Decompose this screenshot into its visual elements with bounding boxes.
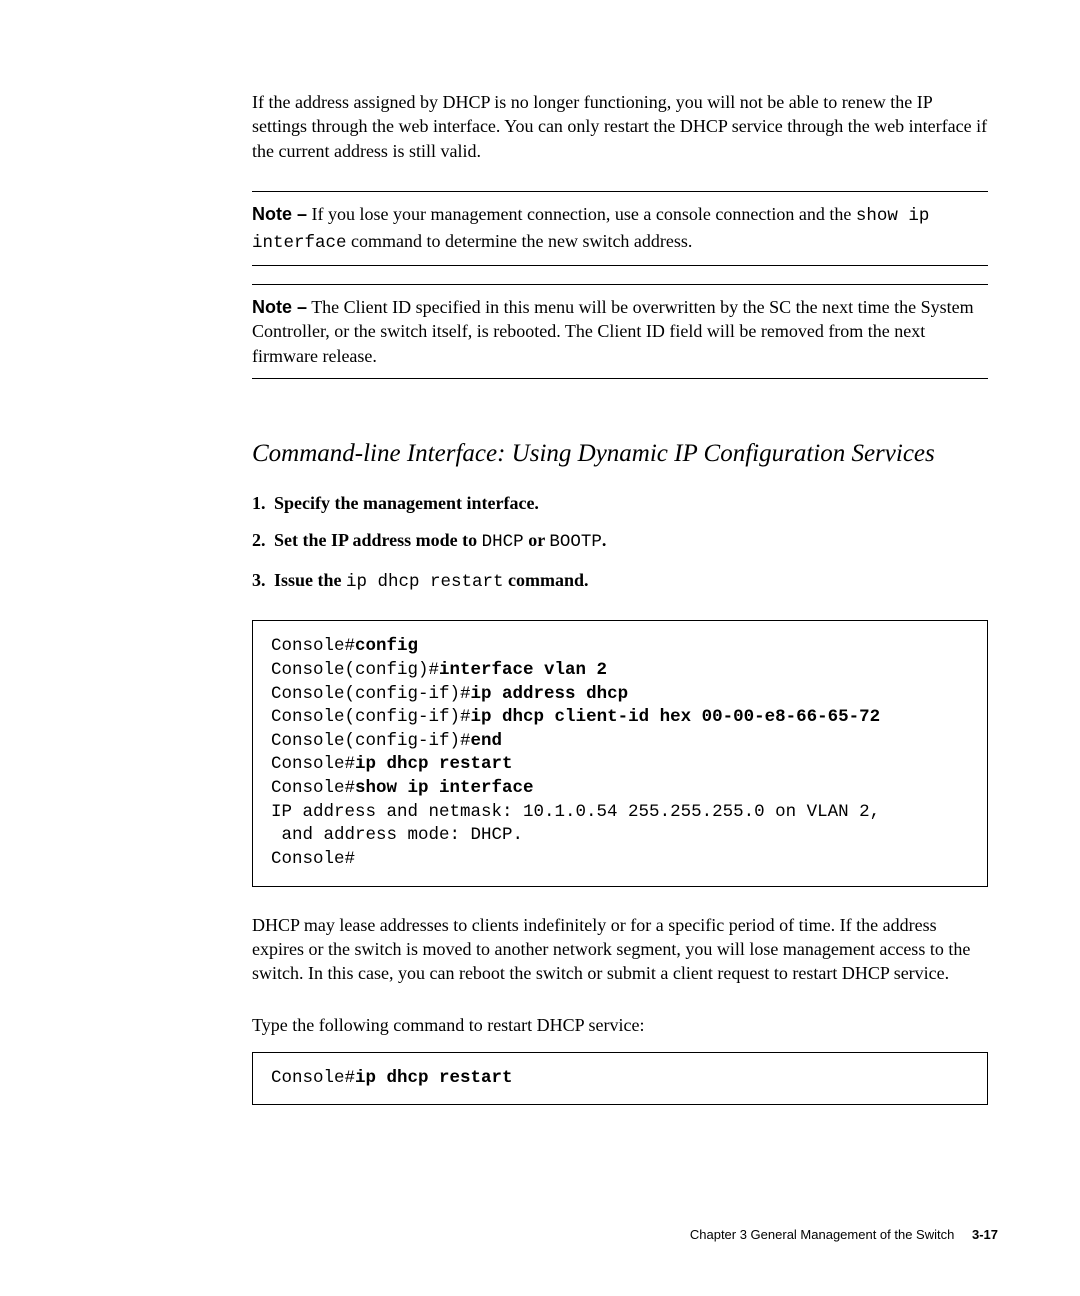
footer-page: 3-17	[972, 1227, 998, 1242]
footer-chapter: Chapter 3 General Management of the Swit…	[690, 1227, 954, 1242]
c1l1p: Console#	[271, 636, 355, 656]
c1l5p: Console(config-if)#	[271, 731, 471, 751]
step-2-code1: DHCP	[482, 532, 524, 552]
c1l6p: Console#	[271, 754, 355, 774]
step-2-post: .	[602, 530, 607, 550]
c1l3p: Console(config-if)#	[271, 684, 471, 704]
steps-list: 1. Specify the management interface. 2. …	[252, 491, 988, 595]
c1l4p: Console(config-if)#	[271, 707, 471, 727]
step-2: 2. Set the IP address mode to DHCP or BO…	[252, 528, 988, 555]
page-footer: Chapter 3 General Management of the Swit…	[690, 1226, 998, 1244]
step-3-pre: Issue the	[274, 570, 346, 590]
intro-paragraph: If the address assigned by DHCP is no lo…	[252, 90, 988, 163]
step-2-code2: BOOTP	[549, 532, 602, 552]
note2-text: The Client ID specified in this menu wil…	[252, 297, 974, 366]
note1: Note – If you lose your management conne…	[252, 192, 988, 265]
step-3-post: command.	[504, 570, 589, 590]
c1l10: Console#	[271, 849, 355, 869]
c1l3b: ip address dhcp	[471, 684, 629, 704]
c1l4b: ip dhcp client-id hex 00-00-e8-66-65-72	[471, 707, 881, 727]
c1l5b: end	[471, 731, 503, 751]
c1l6b: ip dhcp restart	[355, 754, 513, 774]
code-block-1: Console#config Console(config)#interface…	[252, 620, 988, 886]
note1-post: command to determine the new switch addr…	[347, 231, 693, 251]
after-code-paragraph: DHCP may lease addresses to clients inde…	[252, 913, 988, 986]
note2-bottom-rule	[252, 378, 988, 379]
c2p: Console#	[271, 1068, 355, 1088]
step-2-mid: or	[524, 530, 550, 550]
step-3-code: ip dhcp restart	[346, 572, 504, 592]
note1-label: Note –	[252, 204, 307, 224]
c1l9: and address mode: DHCP.	[271, 825, 523, 845]
c1l2b: interface vlan 2	[439, 660, 607, 680]
step-3-num: 3.	[252, 568, 274, 595]
c1l8: IP address and netmask: 10.1.0.54 255.25…	[271, 802, 880, 822]
note2-label: Note –	[252, 297, 307, 317]
step-2-pre: Set the IP address mode to	[274, 530, 482, 550]
c1l1b: config	[355, 636, 418, 656]
c1l7b: show ip interface	[355, 778, 534, 798]
c2b: ip dhcp restart	[355, 1068, 513, 1088]
section-title: Command-line Interface: Using Dynamic IP…	[252, 437, 988, 471]
note2: Note – The Client ID specified in this m…	[252, 285, 988, 378]
step-3: 3. Issue the ip dhcp restart command.	[252, 568, 988, 595]
step-1-num: 1.	[252, 491, 274, 515]
c1l7p: Console#	[271, 778, 355, 798]
restart-paragraph: Type the following command to restart DH…	[252, 1013, 988, 1037]
step-1-text: Specify the management interface.	[274, 491, 988, 515]
code-block-2: Console#ip dhcp restart	[252, 1052, 988, 1106]
step-1: 1. Specify the management interface.	[252, 491, 988, 515]
note1-pre: If you lose your management connection, …	[307, 204, 856, 224]
step-2-num: 2.	[252, 528, 274, 555]
c1l2p: Console(config)#	[271, 660, 439, 680]
